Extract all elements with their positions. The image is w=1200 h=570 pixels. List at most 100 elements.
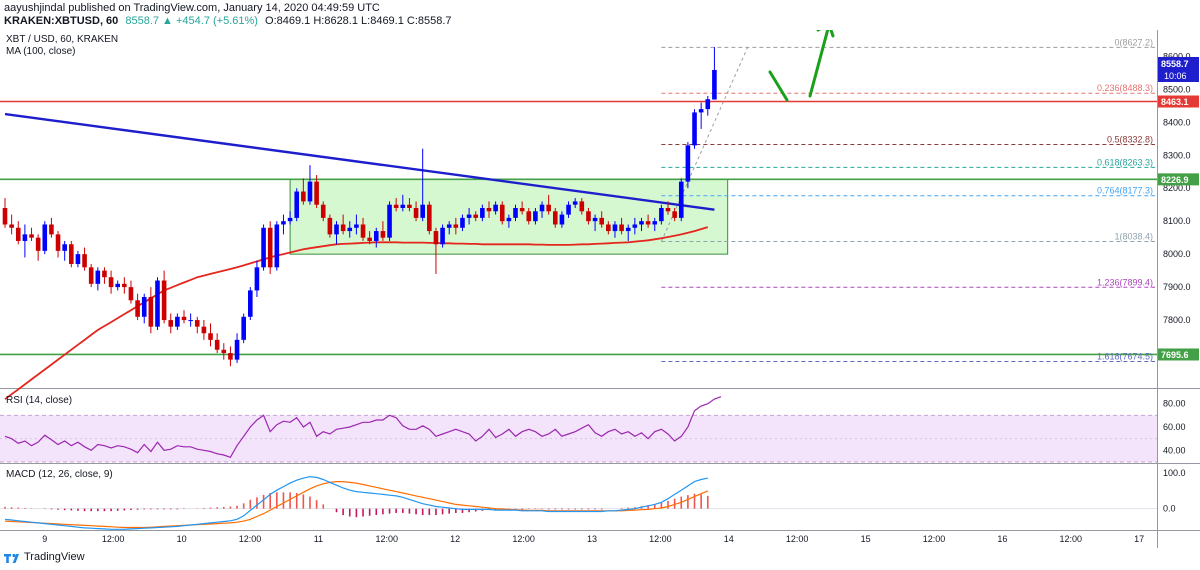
bar-countdown: 10:06 xyxy=(1164,71,1187,81)
candle xyxy=(188,313,193,327)
macd-tick-label: 100.0 xyxy=(1163,468,1186,478)
candle xyxy=(506,214,512,228)
candle-body xyxy=(506,217,512,222)
candle xyxy=(652,217,658,232)
candle-body xyxy=(261,227,266,268)
candle xyxy=(102,267,107,284)
candle-body xyxy=(49,224,54,235)
candle-body xyxy=(712,69,717,100)
candle xyxy=(75,250,81,268)
candle xyxy=(586,208,591,225)
candle-body xyxy=(460,217,465,228)
candle xyxy=(526,208,532,225)
candle xyxy=(572,198,578,208)
ticker-symbol[interactable]: KRAKEN:XBTUSD, 60 xyxy=(4,15,119,27)
time-tick-label: 12:00 xyxy=(786,534,809,544)
candle xyxy=(340,214,346,235)
candle-body xyxy=(639,221,644,225)
candle xyxy=(108,270,114,294)
candle-body xyxy=(95,270,101,284)
candle-body xyxy=(427,204,432,232)
candle xyxy=(135,293,140,321)
time-tick-label: 12:00 xyxy=(376,534,399,544)
candle xyxy=(69,240,74,268)
rsi-tick-label: 60.00 xyxy=(1163,422,1186,432)
candle xyxy=(446,221,452,235)
ma-indicator-label: MA (100, close) xyxy=(6,46,75,57)
symbol-line: KRAKEN:XBTUSD, 60 8558.7 ▲ +454.7 (+5.61… xyxy=(4,15,452,27)
price-tick-label: 8300.0 xyxy=(1163,150,1191,160)
rsi-line xyxy=(4,396,722,459)
projection-arrow-up xyxy=(808,30,830,98)
candle-body xyxy=(692,112,697,146)
candle xyxy=(62,240,67,261)
candle-body xyxy=(705,99,711,110)
price-tick-label: 8200.0 xyxy=(1163,183,1191,193)
candle-body xyxy=(181,316,187,321)
candle-body xyxy=(533,211,538,222)
candle xyxy=(35,234,41,261)
candle-body xyxy=(480,208,485,218)
rsi-tick-label: 40.00 xyxy=(1163,445,1186,455)
candle-body xyxy=(314,181,319,205)
current-price-badge: 8558.7 xyxy=(1161,59,1189,69)
candle-body xyxy=(228,353,233,360)
tradingview-brand[interactable]: TradingView xyxy=(4,551,85,563)
candle-body xyxy=(599,217,604,225)
candle-body xyxy=(188,320,193,322)
candle xyxy=(49,217,54,238)
candle xyxy=(533,208,538,225)
candle-body xyxy=(241,316,246,340)
candle-body xyxy=(678,181,684,218)
candle xyxy=(387,201,392,241)
candle-body xyxy=(161,280,167,321)
candle xyxy=(420,148,425,222)
candle xyxy=(208,323,213,347)
candle xyxy=(559,211,565,228)
chart-header: aayushjindal published on TradingView.co… xyxy=(0,0,1200,30)
candle xyxy=(214,333,220,354)
time-tick-label: 13 xyxy=(587,534,597,544)
candle-body xyxy=(42,224,48,251)
candle xyxy=(685,142,691,189)
candle-body xyxy=(307,181,313,202)
candle-body xyxy=(320,204,326,218)
candle-body xyxy=(168,320,174,327)
time-tick-label: 12:00 xyxy=(923,534,946,544)
candle-body xyxy=(15,227,21,241)
candle-body xyxy=(685,145,691,182)
candle-body xyxy=(387,204,392,238)
candle xyxy=(579,198,585,215)
candle xyxy=(659,204,664,225)
candle-body xyxy=(539,204,545,212)
candle-body xyxy=(612,224,618,232)
candle xyxy=(592,214,598,232)
time-tick-label: 12:00 xyxy=(102,534,125,544)
candle-body xyxy=(546,204,551,212)
candle xyxy=(254,260,260,297)
candle-body xyxy=(135,300,140,317)
candle xyxy=(88,264,94,288)
candle xyxy=(82,247,87,271)
current-price-badge-bg xyxy=(1158,56,1199,82)
candle-body xyxy=(632,224,638,228)
candle-body xyxy=(586,211,591,222)
fib-level-label: 0.236(8488.3) xyxy=(1097,83,1153,93)
candle xyxy=(15,221,21,245)
price-tick-label: 8400.0 xyxy=(1163,117,1191,127)
candle-body xyxy=(373,231,379,241)
candle-body xyxy=(400,204,406,208)
candle xyxy=(29,227,34,241)
candle xyxy=(619,217,624,235)
candle xyxy=(194,316,200,334)
candle-body xyxy=(499,204,505,222)
candle xyxy=(314,175,319,208)
fib-trend-line xyxy=(660,47,749,242)
candle xyxy=(433,227,439,274)
candle-body xyxy=(367,237,372,241)
candle xyxy=(168,313,174,334)
candle-body xyxy=(102,270,107,278)
candle xyxy=(294,188,300,222)
candle xyxy=(287,211,293,225)
